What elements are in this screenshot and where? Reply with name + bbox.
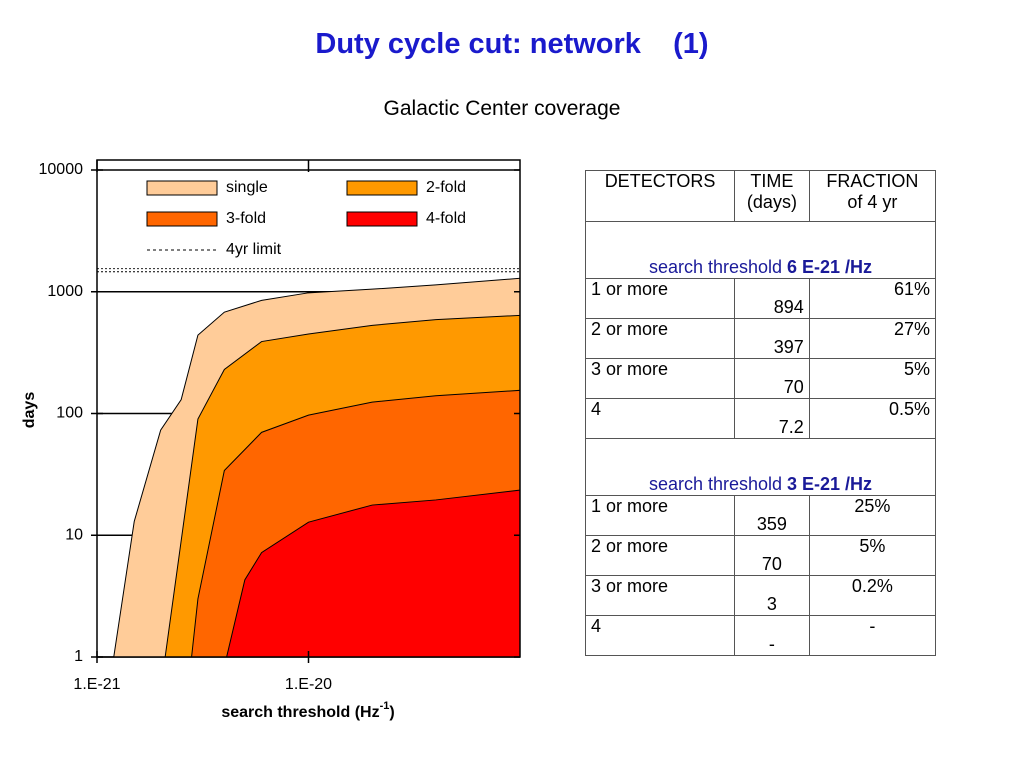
table-header: DETECTORS TIME (days) FRACTION of 4 yr (584, 170, 937, 222)
table-cell: 5% (808, 535, 937, 576)
table-row: 4 7.2 0.5% (584, 398, 937, 439)
table-cell: 2 or more (584, 535, 736, 576)
x-axis-label: search threshold (Hz-1) (221, 700, 394, 721)
legend-swatch (346, 180, 418, 196)
table-cell: 359 (734, 495, 810, 536)
legend-swatch (146, 180, 218, 196)
table-cell: 0.5% (808, 398, 937, 439)
table-cell: 397 (734, 318, 810, 359)
section-row: search threshold 6 E-21 /Hz (585, 221, 936, 279)
table-cell: 3 (734, 575, 810, 616)
table-cell: 61% (808, 278, 937, 319)
header-text: of 4 yr (847, 192, 898, 212)
table-row: 1 or more 894 61% (584, 278, 937, 319)
table-cell: 3 or more (584, 575, 736, 616)
header-text: DETECTORS (604, 171, 716, 191)
subtitle: Galactic Center coverage (383, 97, 621, 120)
x-axis-label-tail: ) (389, 704, 394, 721)
header-cell: FRACTION of 4 yr (808, 170, 937, 222)
legend-label: 2-fold (426, 179, 466, 196)
y-tick-label: 10 (65, 526, 83, 543)
legend-swatch (146, 211, 218, 227)
header-text: FRACTION (826, 171, 919, 191)
y-tick-label: 100 (56, 405, 83, 422)
table-cell: 70 (734, 535, 810, 576)
table-cell: 7.2 (734, 398, 810, 439)
y-axis-label: days (21, 392, 38, 429)
table-cell: 894 (734, 278, 810, 319)
header-text: TIME (750, 171, 794, 191)
table-cell: 25% (808, 495, 937, 536)
x-axis-label-text: search threshold (Hz (221, 704, 379, 721)
legend-label: 3-fold (226, 210, 266, 227)
table-row: 3 or more 3 0.2% (584, 575, 937, 616)
table-row: 4-- (584, 615, 937, 656)
section-cell: search threshold 3 E-21 /Hz (585, 438, 936, 496)
y-tick-label: 1 (74, 648, 83, 665)
table-row: 2 or more 70 5% (584, 535, 937, 576)
header-text: (days) (746, 192, 797, 212)
section-threshold: 3 E-21 /Hz (787, 474, 873, 494)
table-cell: - (734, 615, 810, 656)
section-row: search threshold 3 E-21 /Hz (585, 438, 936, 496)
section-cell: search threshold 6 E-21 /Hz (585, 221, 936, 279)
table-row: 3 or more 70 5% (584, 358, 937, 399)
header-cell: TIME (days) (734, 170, 810, 222)
table-cell: 5% (808, 358, 937, 399)
legend-label: 4-fold (426, 210, 466, 227)
legend-label: 4yr limit (226, 241, 282, 258)
x-tick-label: 1.E-20 (285, 676, 332, 693)
section-label: search threshold (648, 474, 788, 494)
legend-label: single (226, 179, 268, 196)
section-threshold: 6 E-21 /Hz (787, 257, 873, 277)
table-cell: 1 or more (584, 278, 736, 319)
table-cell: - (808, 615, 937, 656)
slide-title: Duty cycle cut: network (1) (315, 28, 709, 60)
table-section: search threshold 3 E-21 /Hz 1 or more 359 2… (584, 438, 937, 656)
table-cell: 2 or more (584, 318, 736, 359)
table: DETECTORS TIME (days) FRACTION of 4 yr search… (584, 170, 937, 656)
section-label: search threshold (648, 257, 788, 277)
table-cell: 27% (808, 318, 937, 359)
table-row: 1 or more 359 25% (584, 495, 937, 536)
table-cell: 70 (734, 358, 810, 399)
table-row: 2 or more 397 27% (584, 318, 937, 359)
header-cell: DETECTORS (584, 170, 736, 222)
table-cell: 0.2% (808, 575, 937, 616)
header-row: DETECTORS TIME (days) FRACTION of 4 yr (584, 170, 937, 222)
x-axis-label-sup: -1 (380, 700, 390, 712)
y-tick-label: 10000 (39, 161, 84, 178)
table-cell: 4 (584, 398, 736, 439)
table-section: search threshold 6 E-21 /Hz 1 or more 894 6… (584, 221, 937, 439)
legend-swatch (346, 211, 418, 227)
y-tick-label: 1000 (47, 283, 83, 300)
chart: 1 10 100 1000 10000 1.E-21 1.E-20 days search th… (21, 159, 521, 721)
x-tick-label: 1.E-21 (73, 676, 120, 693)
table-cell: 3 or more (584, 358, 736, 399)
table-cell: 4 (584, 615, 736, 656)
table-cell: 1 or more (584, 495, 736, 536)
